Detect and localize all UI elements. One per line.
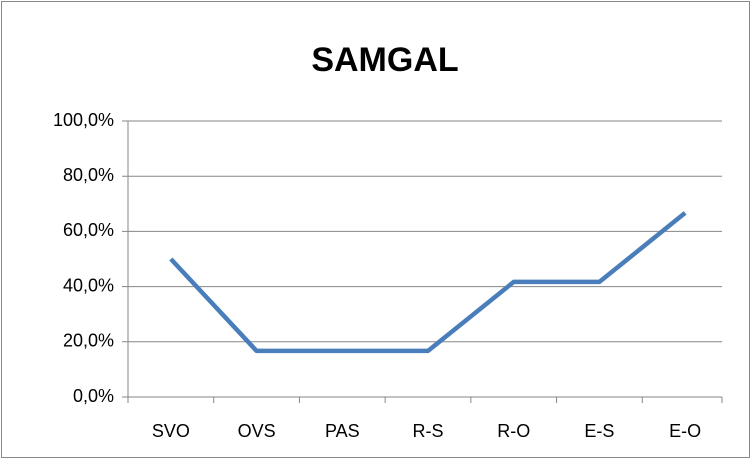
x-tick-label: E-S — [584, 421, 614, 441]
y-tick-label: 0,0% — [73, 386, 114, 406]
y-tick-label: 20,0% — [63, 331, 114, 351]
data-line — [169, 211, 687, 354]
y-tick-label: 100,0% — [53, 110, 114, 130]
x-tick-label: R-O — [497, 421, 530, 441]
y-tick-label: 60,0% — [63, 220, 114, 240]
x-tick-label: PAS — [325, 421, 360, 441]
y-tick-label: 80,0% — [63, 165, 114, 185]
x-tick-label: SVO — [152, 421, 190, 441]
x-tick-label: E-O — [669, 421, 701, 441]
chart-title: SAMGAL — [311, 41, 458, 79]
x-tick-label: R-S — [413, 421, 444, 441]
x-tick-label: OVS — [238, 421, 276, 441]
y-tick-label: 40,0% — [63, 275, 114, 295]
